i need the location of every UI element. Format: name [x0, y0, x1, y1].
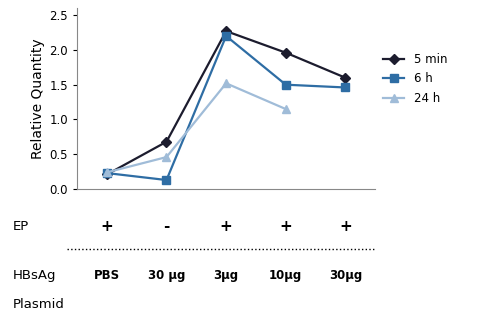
- Text: Plasmid: Plasmid: [12, 298, 64, 311]
- 5 min: [164, 140, 169, 144]
- 24 h: [223, 82, 229, 85]
- 6 h: [104, 171, 110, 175]
- Text: 10μg: 10μg: [269, 269, 302, 282]
- Text: 30μg: 30μg: [329, 269, 362, 282]
- Text: 30 μg: 30 μg: [148, 269, 185, 282]
- Text: -: -: [164, 219, 169, 234]
- 24 h: [283, 107, 289, 111]
- 6 h: [342, 85, 348, 89]
- 5 min: [342, 76, 348, 80]
- Text: +: +: [339, 219, 352, 234]
- 5 min: [223, 29, 229, 33]
- Text: +: +: [220, 219, 233, 234]
- 6 h: [164, 178, 169, 182]
- Y-axis label: Relative Quantity: Relative Quantity: [31, 38, 45, 159]
- Line: 24 h: 24 h: [103, 79, 290, 177]
- 6 h: [223, 34, 229, 38]
- Text: PBS: PBS: [94, 269, 120, 282]
- 6 h: [283, 83, 289, 87]
- Line: 5 min: 5 min: [103, 27, 349, 178]
- Legend: 5 min, 6 h, 24 h: 5 min, 6 h, 24 h: [378, 48, 452, 110]
- 5 min: [104, 172, 110, 176]
- Text: 3μg: 3μg: [214, 269, 239, 282]
- Text: +: +: [100, 219, 113, 234]
- 5 min: [283, 51, 289, 55]
- Text: +: +: [279, 219, 292, 234]
- Line: 6 h: 6 h: [103, 32, 349, 184]
- Text: HBsAg: HBsAg: [12, 269, 56, 282]
- Text: EP: EP: [12, 220, 29, 233]
- 24 h: [164, 155, 169, 159]
- 24 h: [104, 170, 110, 174]
